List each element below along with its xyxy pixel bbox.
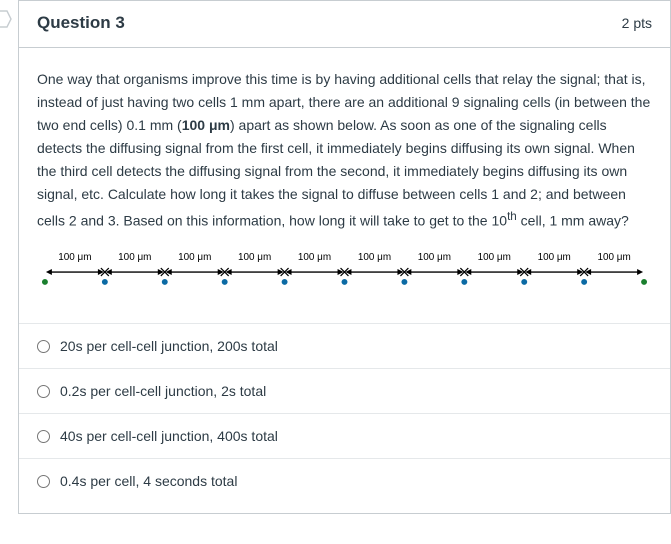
question-body: One way that organisms improve this time…	[19, 48, 670, 317]
answer-label: 0.4s per cell, 4 seconds total	[60, 473, 237, 489]
answers-list: 20s per cell-cell junction, 200s total 0.…	[19, 317, 670, 513]
svg-text:100 μm: 100 μm	[238, 252, 271, 263]
question-points: 2 pts	[622, 15, 652, 31]
answer-radio[interactable]	[37, 475, 50, 488]
svg-text:100 μm: 100 μm	[298, 252, 331, 263]
prompt-sup: th	[507, 210, 517, 223]
question-card: Question 3 2 pts One way that organisms …	[18, 0, 671, 514]
svg-text:100 μm: 100 μm	[58, 252, 91, 263]
svg-text:100 μm: 100 μm	[358, 252, 391, 263]
answer-option[interactable]: 0.4s per cell, 4 seconds total	[19, 458, 670, 503]
cell-diagram: 100 μm 100 μm 100 μm 100 μm 100 μm 100 μm 100 …	[37, 250, 652, 299]
svg-text:100 μm: 100 μm	[118, 252, 151, 263]
answer-radio[interactable]	[37, 385, 50, 398]
answer-option[interactable]: 40s per cell-cell junction, 400s total	[19, 413, 670, 458]
svg-text:100 μm: 100 μm	[418, 252, 451, 263]
answer-radio[interactable]	[37, 430, 50, 443]
svg-text:100 μm: 100 μm	[178, 252, 211, 263]
question-prompt: One way that organisms improve this time…	[37, 68, 652, 232]
svg-text:100 μm: 100 μm	[597, 252, 630, 263]
answer-label: 0.2s per cell-cell junction, 2s total	[60, 383, 266, 399]
question-title: Question 3	[37, 13, 125, 33]
svg-text:100 μm: 100 μm	[478, 252, 511, 263]
answer-label: 40s per cell-cell junction, 400s total	[60, 428, 278, 444]
diagram-svg: 100 μm 100 μm 100 μm 100 μm 100 μm 100 μm 100 …	[37, 250, 652, 296]
question-mark-icon	[0, 10, 12, 28]
prompt-bold-unit: 100 μm	[182, 117, 230, 133]
answer-radio[interactable]	[37, 340, 50, 353]
svg-text:100 μm: 100 μm	[538, 252, 571, 263]
prompt-part-2: cell, 1 mm away?	[517, 212, 629, 228]
question-header: Question 3 2 pts	[19, 0, 670, 48]
answer-option[interactable]: 0.2s per cell-cell junction, 2s total	[19, 368, 670, 413]
answer-label: 20s per cell-cell junction, 200s total	[60, 338, 278, 354]
answer-option[interactable]: 20s per cell-cell junction, 200s total	[19, 323, 670, 368]
